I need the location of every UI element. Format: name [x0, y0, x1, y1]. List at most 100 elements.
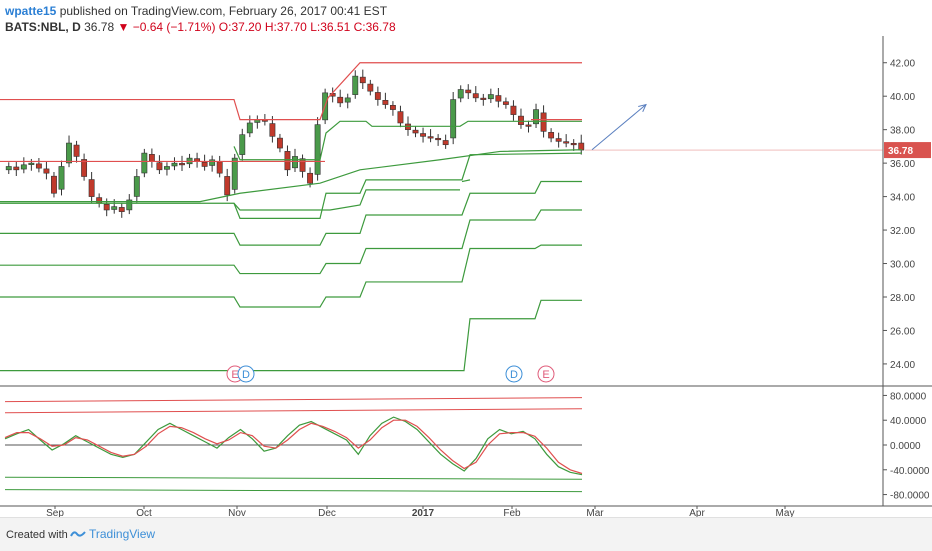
candle-body[interactable]	[224, 176, 231, 196]
candle-body[interactable]	[239, 134, 246, 155]
candle-body[interactable]	[412, 129, 419, 134]
price-tick-label: 36.00	[890, 159, 915, 170]
candle-body[interactable]	[548, 132, 555, 139]
event-marker-label: D	[242, 369, 250, 381]
candle-body[interactable]	[344, 97, 351, 103]
footer-bar: Created with TradingView	[0, 517, 932, 551]
resistance-line	[0, 62, 582, 121]
candle-body[interactable]	[201, 161, 208, 167]
candle-body[interactable]	[73, 144, 80, 157]
candle-body[interactable]	[555, 138, 562, 142]
candle-body[interactable]	[164, 166, 170, 170]
candle-body[interactable]	[435, 137, 442, 141]
candle-body[interactable]	[367, 83, 374, 92]
candle-body[interactable]	[43, 168, 50, 174]
candle-body[interactable]	[231, 157, 238, 190]
candle-body[interactable]	[495, 95, 502, 102]
support-line	[0, 244, 582, 308]
candle-body[interactable]	[442, 140, 449, 146]
event-marker-e[interactable]: E	[537, 365, 555, 383]
candle-body[interactable]	[171, 162, 178, 167]
candle-body[interactable]	[518, 115, 524, 125]
candle-body[interactable]	[216, 161, 223, 174]
candle-body[interactable]	[111, 206, 118, 210]
author-link[interactable]: wpatte15	[5, 4, 57, 18]
candle-body[interactable]	[81, 159, 88, 177]
price-tick-label: 28.00	[890, 293, 915, 304]
candle-body[interactable]	[126, 199, 133, 211]
osc-tick-label: 40.0000	[890, 416, 927, 427]
candle-body[interactable]	[96, 197, 103, 204]
candle-body[interactable]	[359, 76, 366, 84]
oscillator-pane[interactable]: 80.0000 40.0000 0.0000 -40.0000 -80.0000	[4, 391, 930, 502]
candle-body[interactable]	[88, 179, 95, 197]
candle-body[interactable]	[570, 143, 577, 146]
candle-body[interactable]	[450, 99, 457, 139]
candle-body[interactable]	[502, 101, 509, 105]
event-marker-d[interactable]: D	[237, 365, 255, 383]
candle-body[interactable]	[374, 92, 381, 100]
last-price-label: 36.78	[888, 146, 913, 157]
osc-series-line	[4, 416, 583, 476]
candle-body[interactable]	[133, 176, 140, 197]
candle-body[interactable]	[314, 124, 321, 175]
osc-tick-label: -40.0000	[890, 466, 930, 477]
candle-body[interactable]	[382, 99, 389, 105]
candle-body[interactable]	[58, 166, 65, 190]
time-axis[interactable]: Sep Oct Nov Dec 2017 Feb Mar Apr May	[46, 506, 794, 517]
candle-body[interactable]	[472, 93, 479, 99]
candle-body[interactable]	[510, 105, 517, 115]
time-tick-label: May	[776, 508, 795, 517]
candle-body[interactable]	[118, 207, 125, 212]
candle-body[interactable]	[525, 124, 532, 127]
candle-body[interactable]	[269, 123, 276, 137]
candle-body[interactable]	[20, 164, 27, 170]
candle-body[interactable]	[148, 154, 155, 162]
candle-body[interactable]	[465, 89, 472, 94]
candle-body[interactable]	[420, 133, 426, 137]
time-tick-label: Mar	[586, 508, 604, 517]
support-line	[0, 180, 582, 246]
candle-body[interactable]	[540, 112, 547, 132]
publish-info: wpatte15 published on TradingView.com, F…	[5, 4, 387, 18]
candle-body[interactable]	[156, 162, 163, 171]
candle-body[interactable]	[209, 159, 216, 166]
candle-body[interactable]	[35, 163, 42, 169]
candle-body[interactable]	[141, 152, 148, 174]
candle-body[interactable]	[487, 94, 494, 100]
ohlc-high-label: H:	[264, 20, 277, 34]
candle-body[interactable]	[563, 141, 570, 144]
candle-body[interactable]	[480, 97, 487, 100]
tradingview-link[interactable]: TradingView	[70, 527, 155, 542]
candle-body[interactable]	[51, 175, 57, 194]
osc-tick-label: 80.0000	[890, 391, 927, 402]
support-line	[0, 299, 582, 372]
time-tick-label: Nov	[228, 508, 246, 517]
candle-body[interactable]	[578, 142, 585, 151]
candle-body[interactable]	[66, 142, 72, 164]
candle-body[interactable]	[292, 156, 298, 169]
candle-body[interactable]	[533, 109, 539, 125]
candle-body[interactable]	[427, 136, 434, 139]
symbol-name[interactable]: BATS:NBL, D	[5, 20, 81, 34]
chart-area[interactable]: 42.00 40.00 38.00 36.00 34.00 32.00 30.00 28.00…	[0, 36, 932, 517]
candle-body[interactable]	[276, 137, 283, 149]
candle-body[interactable]	[28, 162, 35, 165]
candle-body[interactable]	[246, 122, 253, 134]
candle-body[interactable]	[103, 203, 110, 211]
candle-body[interactable]	[284, 151, 291, 171]
candle-body[interactable]	[179, 163, 185, 166]
candle-body[interactable]	[337, 96, 344, 104]
projection-arrow[interactable]	[591, 104, 647, 151]
candle-body[interactable]	[352, 75, 359, 95]
published-text: published on TradingView.com, February 2…	[59, 4, 388, 18]
candle-body[interactable]	[397, 111, 404, 124]
event-marker-d[interactable]: D	[505, 365, 523, 383]
candle-body[interactable]	[299, 158, 306, 172]
candle-body[interactable]	[389, 105, 396, 110]
osc-reference-line	[4, 397, 583, 403]
candle-body[interactable]	[457, 89, 464, 99]
candle-body[interactable]	[307, 172, 314, 184]
candle-body[interactable]	[5, 166, 12, 171]
candle-body[interactable]	[13, 166, 20, 171]
